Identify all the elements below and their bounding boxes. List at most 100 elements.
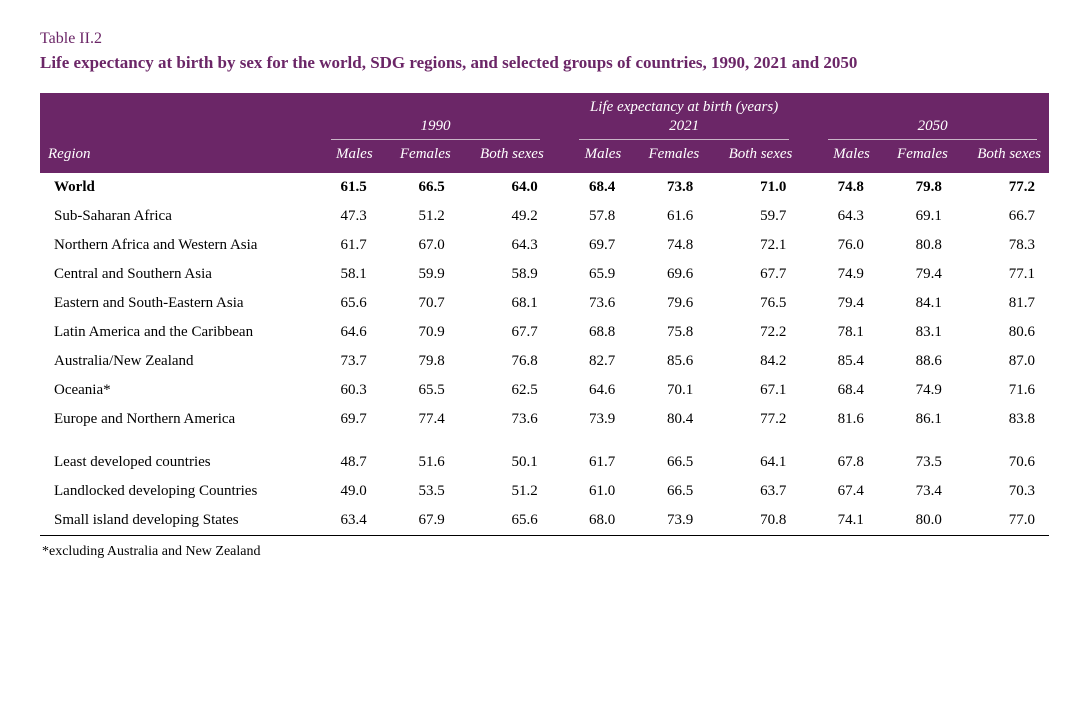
- cell-value: 64.0: [459, 173, 552, 202]
- cell-value: 83.8: [956, 405, 1049, 434]
- cell-value: 69.7: [568, 231, 629, 260]
- cell-value: 66.5: [381, 173, 459, 202]
- cell-value: 61.7: [319, 231, 380, 260]
- cell-value: 70.8: [707, 506, 800, 536]
- cell-value: 50.1: [459, 434, 552, 477]
- cell-value: 84.1: [878, 289, 956, 318]
- table-title: Life expectancy at birth by sex for the …: [40, 52, 1049, 75]
- cell-value: 60.3: [319, 376, 380, 405]
- row-label: Europe and Northern America: [40, 405, 303, 434]
- row-label: World: [40, 173, 303, 202]
- cell-value: 73.7: [319, 347, 380, 376]
- cell-value: 61.7: [568, 434, 629, 477]
- cell-value: 64.6: [319, 318, 380, 347]
- row-label: Sub-Saharan Africa: [40, 202, 303, 231]
- cell-value: 51.2: [381, 202, 459, 231]
- cell-value: 67.7: [459, 318, 552, 347]
- cell-value: 62.5: [459, 376, 552, 405]
- cell-value: 67.8: [816, 434, 877, 477]
- row-label: Eastern and South-Eastern Asia: [40, 289, 303, 318]
- cell-value: 51.6: [381, 434, 459, 477]
- cell-value: 87.0: [956, 347, 1049, 376]
- spacer: [552, 202, 568, 231]
- cell-value: 70.1: [629, 376, 707, 405]
- cell-value: 73.8: [629, 173, 707, 202]
- col-both: Both sexes: [459, 140, 552, 173]
- cell-value: 77.4: [381, 405, 459, 434]
- cell-value: 64.1: [707, 434, 800, 477]
- cell-value: 76.8: [459, 347, 552, 376]
- cell-value: 49.0: [319, 477, 380, 506]
- cell-value: 57.8: [568, 202, 629, 231]
- cell-value: 51.2: [459, 477, 552, 506]
- cell-value: 77.1: [956, 260, 1049, 289]
- cell-value: 79.8: [878, 173, 956, 202]
- cell-value: 73.9: [629, 506, 707, 536]
- cell-value: 70.6: [956, 434, 1049, 477]
- col-females: Females: [381, 140, 459, 173]
- spacer: [800, 173, 816, 202]
- spacer: [303, 376, 319, 405]
- cell-value: 66.7: [956, 202, 1049, 231]
- cell-value: 64.6: [568, 376, 629, 405]
- cell-value: 86.1: [878, 405, 956, 434]
- cell-value: 48.7: [319, 434, 380, 477]
- cell-value: 74.8: [629, 231, 707, 260]
- cell-value: 80.0: [878, 506, 956, 536]
- table-body: World61.566.564.068.473.871.074.879.877.…: [40, 173, 1049, 536]
- column-headers: Region Males Females Both sexes Males Fe…: [40, 140, 1049, 173]
- cell-value: 72.1: [707, 231, 800, 260]
- year-row: 1990 2021 2050: [40, 118, 1049, 140]
- spacer: [552, 506, 568, 536]
- cell-value: 74.1: [816, 506, 877, 536]
- table-row: Europe and Northern America 69.777.473.6 7…: [40, 405, 1049, 434]
- row-label: Small island developing States: [40, 506, 303, 536]
- cell-value: 76.5: [707, 289, 800, 318]
- spacer: [303, 93, 319, 118]
- col-females: Females: [629, 140, 707, 173]
- col-females: Females: [878, 140, 956, 173]
- cell-value: 64.3: [459, 231, 552, 260]
- cell-value: 66.5: [629, 477, 707, 506]
- row-label: Latin America and the Caribbean: [40, 318, 303, 347]
- cell-value: 74.9: [878, 376, 956, 405]
- spacer: [552, 260, 568, 289]
- spacer: [552, 405, 568, 434]
- spacer: [552, 231, 568, 260]
- cell-value: 47.3: [319, 202, 380, 231]
- super-header: Life expectancy at birth (years): [319, 93, 1049, 118]
- spacer: [303, 434, 319, 477]
- spacer: [303, 405, 319, 434]
- cell-value: 67.7: [707, 260, 800, 289]
- spacer: [800, 289, 816, 318]
- row-label: Least developed countries: [40, 434, 303, 477]
- year-2021: 2021: [568, 118, 801, 140]
- cell-value: 75.8: [629, 318, 707, 347]
- cell-value: 73.4: [878, 477, 956, 506]
- col-both: Both sexes: [956, 140, 1049, 173]
- col-males: Males: [319, 140, 380, 173]
- spacer: [303, 260, 319, 289]
- cell-value: 73.6: [568, 289, 629, 318]
- cell-value: 74.8: [816, 173, 877, 202]
- cell-value: 59.9: [381, 260, 459, 289]
- footnote: *excluding Australia and New Zealand: [40, 544, 1049, 560]
- cell-value: 72.2: [707, 318, 800, 347]
- spacer: [552, 376, 568, 405]
- cell-value: 79.4: [878, 260, 956, 289]
- table-row: Oceania*60.365.562.564.670.167.168.474.9…: [40, 376, 1049, 405]
- cell-value: 73.6: [459, 405, 552, 434]
- cell-value: 69.7: [319, 405, 380, 434]
- cell-value: 68.4: [816, 376, 877, 405]
- cell-value: 77.2: [707, 405, 800, 434]
- cell-value: 67.4: [816, 477, 877, 506]
- cell-value: 68.8: [568, 318, 629, 347]
- cell-value: 84.2: [707, 347, 800, 376]
- cell-value: 78.3: [956, 231, 1049, 260]
- spacer: [303, 231, 319, 260]
- spacer: [800, 477, 816, 506]
- cell-value: 70.9: [381, 318, 459, 347]
- table-row: Eastern and South-Eastern Asia65.670.768…: [40, 289, 1049, 318]
- cell-value: 74.9: [816, 260, 877, 289]
- cell-value: 63.4: [319, 506, 380, 536]
